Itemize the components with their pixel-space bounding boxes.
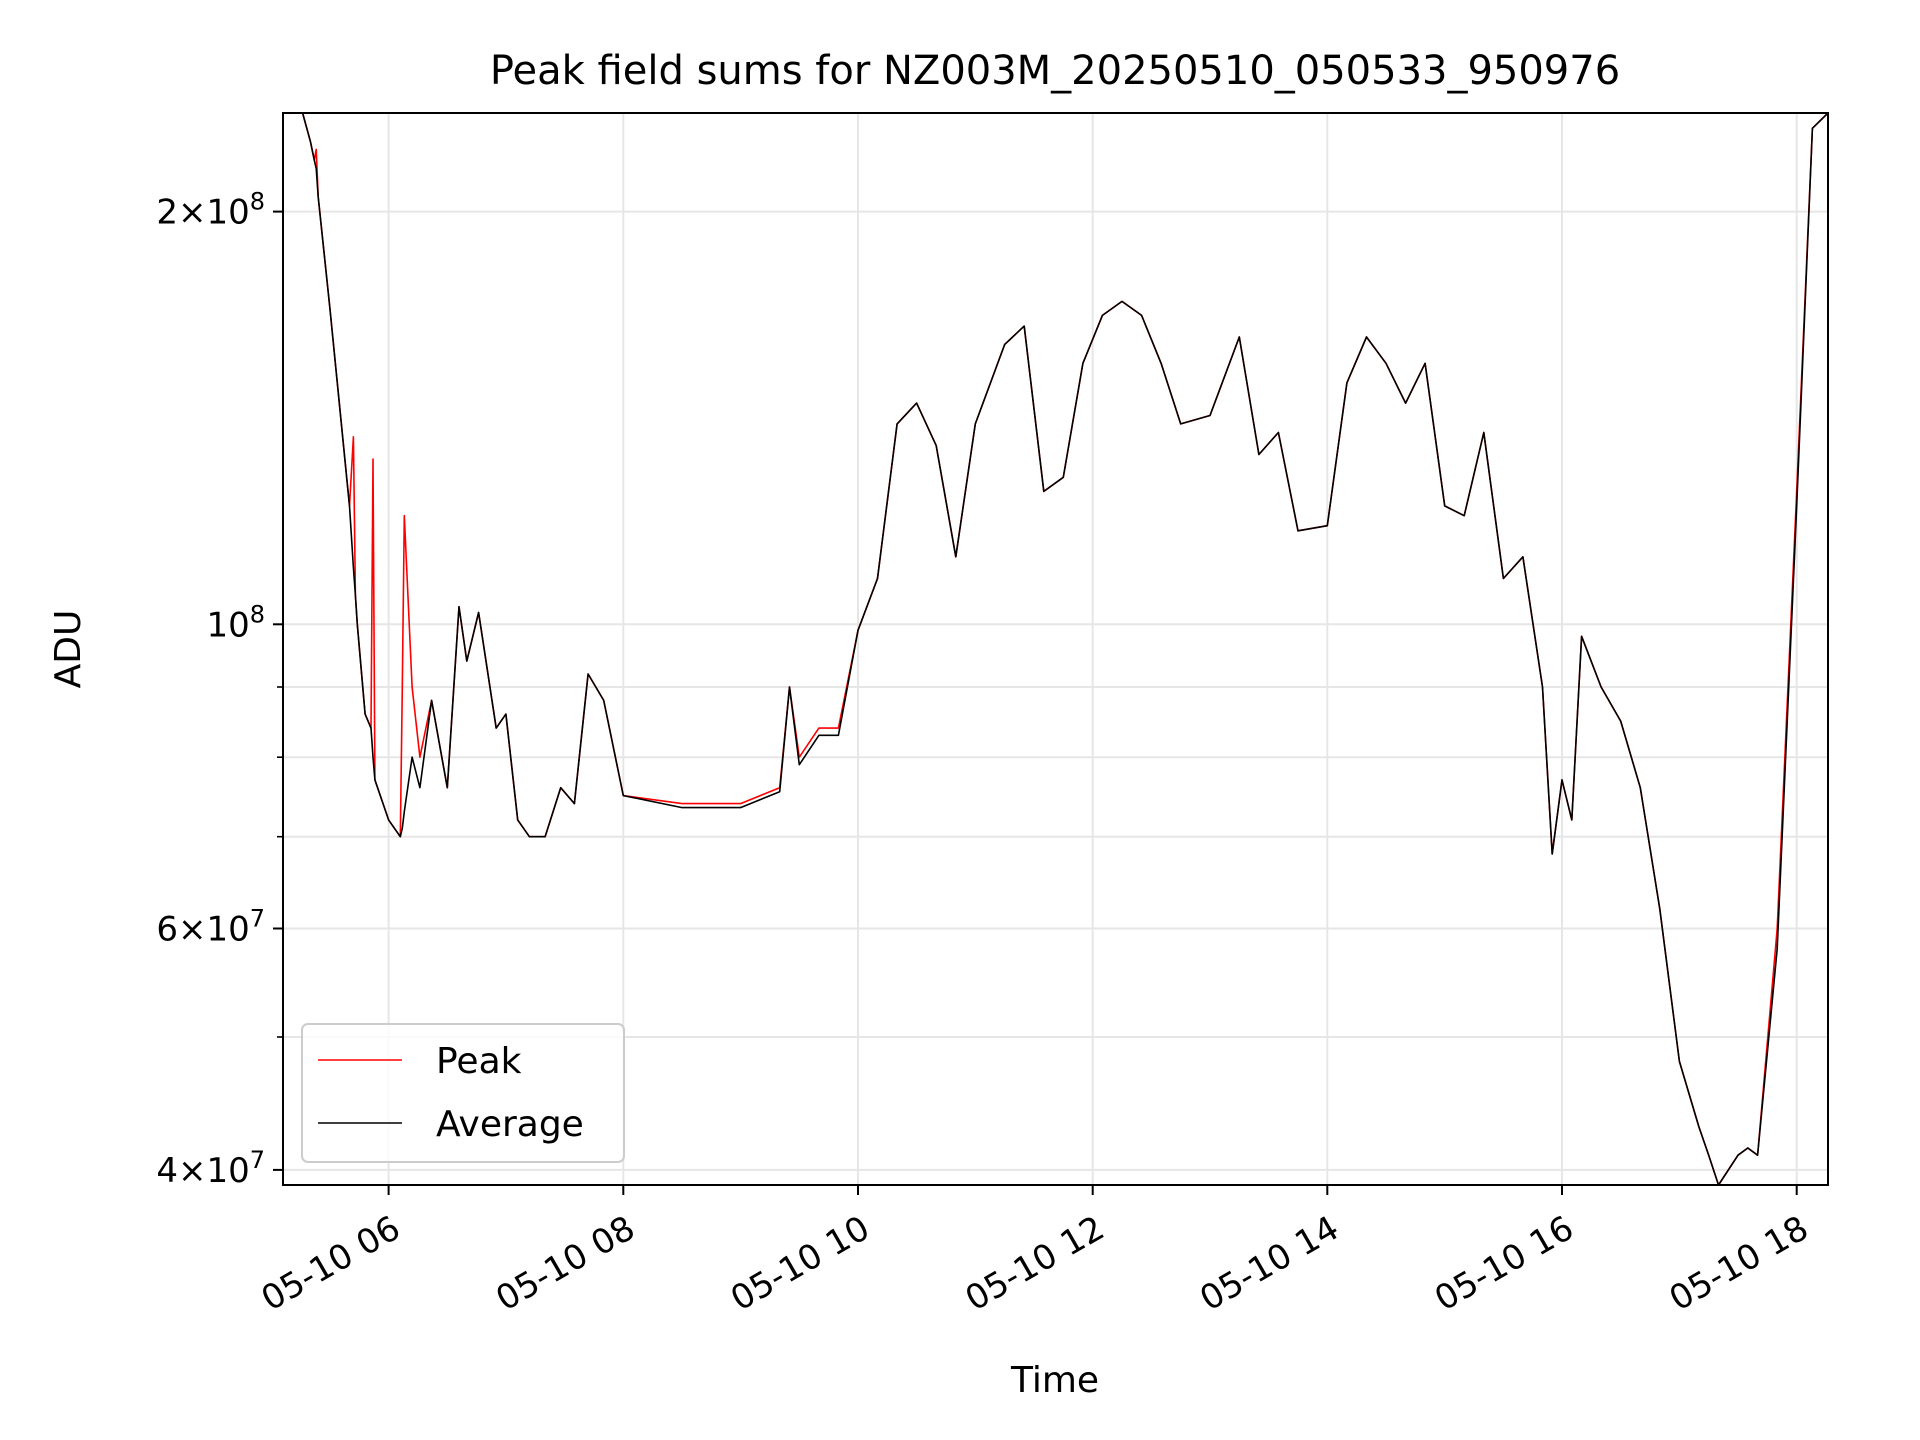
y-tick-base: 10 — [206, 193, 249, 233]
legend-box — [301, 1023, 625, 1163]
y-tick-exponent: 7 — [250, 1146, 265, 1174]
grid — [283, 113, 1828, 1185]
y-tick-times: × — [178, 910, 207, 950]
y-tick-mantissa: 4 — [156, 1151, 178, 1191]
y-axis-label: ADU — [48, 610, 89, 689]
y-tick-label: 4×107 — [156, 1146, 265, 1191]
x-axis-label: Time — [1010, 1360, 1099, 1401]
y-tick-mantissa: 2 — [156, 193, 178, 233]
chart-title: Peak field sums for NZ003M_20250510_0505… — [490, 48, 1620, 94]
y-tick-base: 10 — [206, 605, 249, 645]
legend: Peak Average — [301, 1023, 625, 1163]
y-tick-times: × — [178, 1151, 207, 1191]
y-tick-label: 108 — [206, 600, 265, 645]
plot-lines — [283, 112, 1829, 1186]
series-line-average — [283, 112, 1829, 1186]
plot-frame — [282, 112, 1829, 1186]
y-tick-exponent: 8 — [250, 600, 265, 628]
y-tick-mantissa: 6 — [156, 910, 178, 950]
y-tick-label: 2×108 — [156, 188, 265, 233]
y-tick-base: 10 — [206, 910, 249, 950]
legend-label-peak: Peak — [436, 1041, 522, 1082]
legend-label-average: Average — [436, 1104, 584, 1145]
y-tick-base: 10 — [206, 1151, 249, 1191]
y-tick-exponent: 8 — [250, 188, 265, 216]
y-tick-times: × — [178, 193, 207, 233]
y-tick-label: 6×107 — [156, 905, 265, 950]
y-tick-exponent: 7 — [250, 905, 265, 933]
